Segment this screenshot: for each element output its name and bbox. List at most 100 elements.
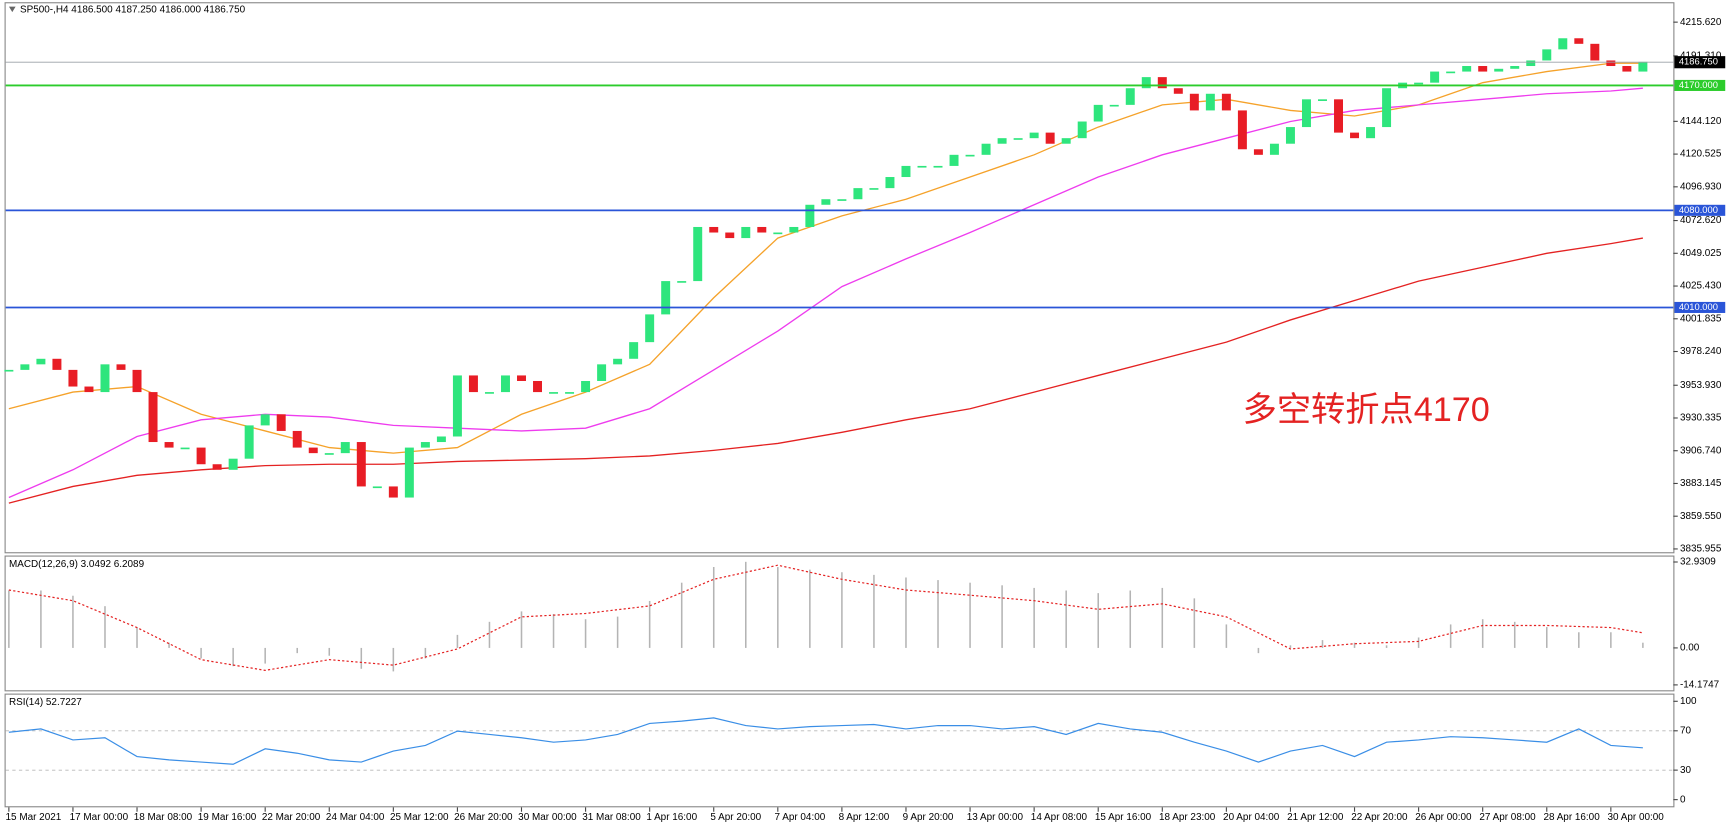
- x-tick-label: 22 Apr 20:00: [1351, 812, 1408, 823]
- level-label-box: [1674, 204, 1726, 216]
- candle: [180, 447, 190, 450]
- candle: [1318, 99, 1327, 101]
- candle: [356, 442, 366, 487]
- x-tick-label: 26 Mar 20:00: [454, 812, 513, 823]
- moving-average: [8, 237, 1644, 504]
- y-tick-label: 4001.835: [1680, 313, 1722, 324]
- y-tick-label: 4215.620: [1680, 17, 1722, 28]
- rsi-pane: [4, 693, 1675, 808]
- candle: [1077, 121, 1087, 139]
- candle: [1173, 88, 1183, 94]
- candle: [1414, 82, 1424, 85]
- x-tick-label: 20 Apr 04:00: [1223, 812, 1280, 823]
- candle: [1478, 66, 1488, 72]
- candle: [1350, 132, 1360, 139]
- x-tick-label: 24 Mar 04:00: [326, 812, 385, 823]
- candle: [276, 414, 286, 431]
- candle: [565, 392, 575, 394]
- candle: [597, 364, 607, 381]
- candle: [1574, 38, 1584, 44]
- candle: [452, 375, 462, 437]
- candle: [1590, 43, 1600, 61]
- candle: [260, 414, 270, 426]
- y-tick-label: 3906.740: [1680, 445, 1722, 456]
- candle: [468, 375, 478, 393]
- candle: [1510, 66, 1520, 69]
- candle: [1221, 93, 1231, 111]
- rsi-title: RSI(14) 52.7227: [9, 697, 82, 708]
- candle: [1125, 88, 1135, 105]
- candle: [1430, 71, 1440, 83]
- candle: [1237, 110, 1247, 150]
- y-tick-label: 4049.025: [1680, 248, 1722, 259]
- candle: [645, 314, 655, 343]
- y-tick-label: 4120.525: [1680, 149, 1722, 160]
- level-label: 4010.000: [1679, 302, 1718, 312]
- symbol-icon: [8, 6, 16, 13]
- candle: [1558, 38, 1568, 50]
- candle: [917, 165, 927, 168]
- y-tick-label: 4144.120: [1680, 116, 1722, 127]
- candle: [484, 392, 494, 394]
- candle: [581, 380, 591, 393]
- candle: [1269, 143, 1279, 155]
- y-tick-label: 4072.620: [1680, 215, 1722, 226]
- candle: [885, 177, 895, 189]
- y-tick-label: 3883.145: [1680, 478, 1722, 489]
- candle: [629, 342, 639, 359]
- x-tick-label: 15 Apr 16:00: [1095, 812, 1152, 823]
- x-tick-label: 18 Apr 23:00: [1159, 812, 1216, 823]
- candle: [324, 453, 334, 455]
- candle: [1109, 104, 1119, 107]
- candle: [821, 199, 831, 205]
- candle: [68, 369, 78, 387]
- signal-line: [8, 564, 1643, 671]
- candle: [517, 375, 526, 381]
- candle: [549, 392, 559, 394]
- candle: [869, 188, 879, 190]
- candle: [1189, 93, 1199, 111]
- candle: [1093, 104, 1103, 122]
- candle: [533, 380, 543, 393]
- x-tick-label: 1 Apr 16:00: [646, 812, 697, 823]
- x-tick-label: 26 Apr 00:00: [1415, 812, 1472, 823]
- candle: [853, 188, 863, 200]
- candle: [100, 364, 110, 393]
- plot-layer: 4215.620 4191.310 4144.120 4120.525 4096.930…: [4, 17, 1726, 823]
- y-tick-label: -14.1747: [1680, 680, 1720, 691]
- candle: [1494, 68, 1504, 72]
- candle: [36, 358, 46, 365]
- x-tick-label: 7 Apr 04:00: [775, 812, 826, 823]
- level-label: 4080.000: [1679, 205, 1718, 215]
- candle: [773, 232, 783, 235]
- candle: [1382, 88, 1392, 128]
- x-tick-label: 31 Mar 08:00: [582, 812, 641, 823]
- y-tick-label: 0: [1680, 794, 1686, 805]
- x-tick-label: 28 Apr 16:00: [1543, 812, 1600, 823]
- y-tick-label: 3978.240: [1680, 346, 1722, 357]
- candle: [805, 204, 815, 227]
- price-label: 4186.750: [1679, 57, 1718, 67]
- macd-title: MACD(12,26,9) 3.0492 6.2089: [9, 559, 145, 570]
- candle: [196, 447, 206, 465]
- candle: [1622, 66, 1632, 72]
- candle: [1141, 77, 1151, 89]
- candle: [1061, 138, 1071, 144]
- chart-title: SP500-,H4 4186.500 4187.250 4186.000 418…: [20, 5, 246, 16]
- candle: [500, 375, 510, 393]
- candle: [677, 281, 687, 283]
- y-tick-label: 3835.955: [1680, 544, 1722, 555]
- y-tick-label: 100: [1680, 696, 1697, 707]
- annotation: 多空转折点4170: [1243, 391, 1490, 429]
- moving-average: [8, 62, 1643, 454]
- candle: [1253, 149, 1263, 155]
- candle: [1285, 127, 1295, 144]
- candle: [1205, 93, 1215, 111]
- y-tick-label: 30: [1680, 765, 1692, 776]
- x-tick-label: 8 Apr 12:00: [839, 812, 890, 823]
- candle: [949, 154, 959, 166]
- candle: [1013, 138, 1023, 140]
- x-tick-label: 17 Mar 00:00: [70, 812, 129, 823]
